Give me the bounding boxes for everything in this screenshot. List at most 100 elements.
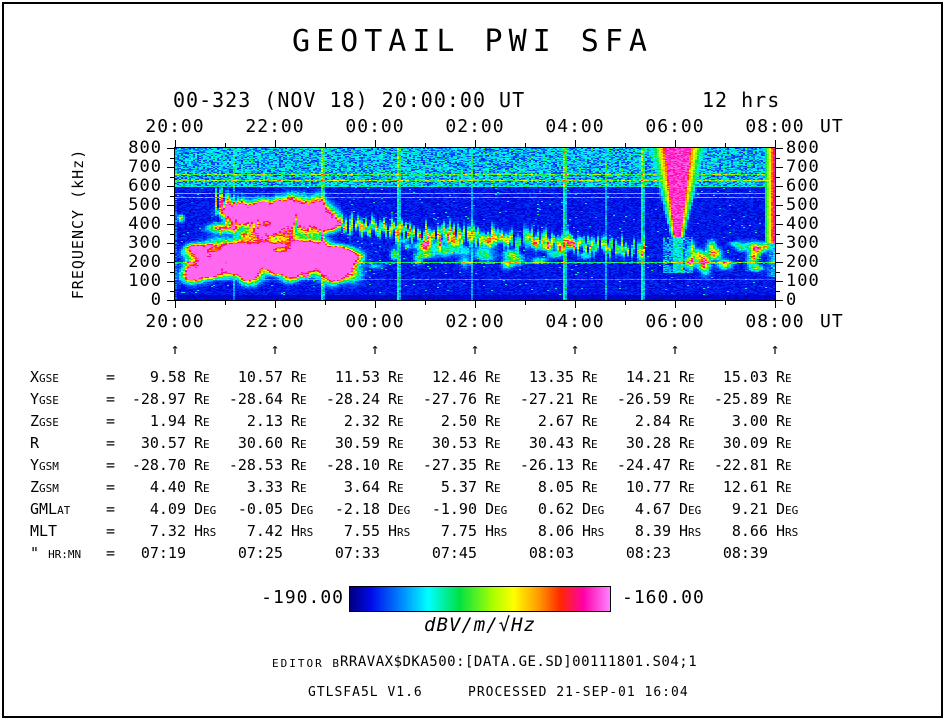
value-cell: -22.81 RE	[705, 454, 802, 478]
freq-tick-label-right: 600	[786, 176, 820, 196]
equals-sign: =	[105, 456, 115, 474]
equals-sign: =	[105, 368, 115, 386]
colorbar-gradient	[350, 587, 610, 611]
parameter-value: 30.28	[625, 434, 671, 452]
frequency-axis-title: FREQUENCY (kHz)	[69, 148, 87, 300]
ephemeris-row: " HR:MN = 07:19 07:25 07:33 07:45 08:03 08:23 08…	[30, 542, 802, 564]
time-tick-mark	[325, 143, 326, 147]
parameter-name: YGSE	[30, 390, 59, 408]
parameter-value: 7.42	[246, 522, 283, 540]
parameter-unit: RE	[291, 368, 307, 386]
value-cell: 9.58 RE	[123, 366, 220, 390]
parameter-unit: RE	[194, 478, 210, 496]
value-cell: 2.50 RE	[414, 410, 511, 434]
time-marker-arrow: ↑	[770, 340, 780, 358]
freq-tick-mark	[776, 214, 780, 216]
parameter-unit: RE	[485, 434, 501, 452]
time-tick-mark	[625, 143, 626, 147]
time-tick-mark	[575, 140, 576, 147]
parameter-value: 10.77	[625, 478, 671, 496]
value-cell: 30.53 RE	[414, 432, 511, 456]
freq-tick-label-right: 200	[786, 252, 820, 272]
time-tick-mark	[725, 143, 726, 147]
freq-tick-mark	[170, 157, 174, 159]
time-tick-label-bottom: 22:00	[245, 311, 305, 332]
value-cell: 7.55 HRS	[317, 520, 414, 544]
value-cell: 7.75 HRS	[414, 520, 511, 544]
freq-tick-mark	[776, 281, 783, 282]
time-tick-label-top: 20:00	[145, 116, 205, 137]
value-cell: 2.67 RE	[511, 410, 608, 434]
parameter-unit: RE	[679, 390, 695, 408]
freq-tick-label-right: 100	[786, 271, 820, 291]
value-cell: -26.13 RE	[511, 454, 608, 478]
parameter-unit: RE	[388, 368, 404, 386]
time-marker-arrow: ↑	[370, 340, 380, 358]
parameter-unit: RE	[291, 434, 307, 452]
value-cell: 07:25	[220, 542, 317, 566]
parameter-name: ZGSM	[30, 478, 59, 496]
time-tick-mark	[575, 301, 576, 308]
freq-tick-label-right: 500	[786, 195, 820, 215]
time-tick-mark	[525, 301, 526, 305]
value-cell: -28.24 RE	[317, 388, 414, 412]
time-tick-label-bottom: 02:00	[445, 311, 505, 332]
parameter-value: 07:33	[334, 544, 380, 562]
time-tick-mark	[175, 140, 176, 147]
time-marker-arrow: ↑	[170, 340, 180, 358]
time-marker-arrow: ↑	[670, 340, 680, 358]
freq-tick-mark	[776, 148, 783, 149]
parameter-unit: DEG	[194, 500, 217, 518]
time-tick-label-top: 04:00	[545, 116, 605, 137]
freq-tick-label-left: 0	[150, 290, 162, 310]
parameter-value: 30.43	[528, 434, 574, 452]
parameter-value: -26.59	[616, 390, 671, 408]
value-cell: 07:45	[414, 542, 511, 566]
freq-tick-label-left: 200	[128, 252, 162, 272]
value-cell: -24.47 RE	[608, 454, 705, 478]
value-cell: -28.64 RE	[220, 388, 317, 412]
value-cell: -25.89 RE	[705, 388, 802, 412]
parameter-value: 2.50	[440, 412, 477, 430]
parameter-unit: HRS	[485, 522, 508, 540]
parameter-value: -22.81	[713, 456, 768, 474]
time-tick-mark	[525, 143, 526, 147]
freq-tick-mark	[170, 214, 174, 216]
data-file-path: RRAVAX$DKA500:[DATA.GE.SD]00111801.S04;1	[340, 654, 698, 670]
freq-tick-mark	[167, 167, 174, 168]
parameter-unit: RE	[485, 478, 501, 496]
parameter-unit: RE	[291, 456, 307, 474]
parameter-unit: RE	[194, 434, 210, 452]
parameter-unit: RE	[679, 434, 695, 452]
parameter-value: 07:45	[431, 544, 477, 562]
ephemeris-row: YGSM = -28.70 RE -28.53 RE -28.10 RE -27.35 RE -26…	[30, 454, 802, 476]
value-cell: 07:33	[317, 542, 414, 566]
time-tick-mark	[675, 301, 676, 308]
freq-tick-mark	[170, 252, 174, 254]
parameter-unit: HRS	[194, 522, 217, 540]
freq-tick-mark	[170, 233, 174, 235]
value-cell: -0.05 DEG	[220, 498, 317, 522]
value-cell: 8.66 HRS	[705, 520, 802, 544]
parameter-value: -24.47	[616, 456, 671, 474]
value-cell: -27.76 RE	[414, 388, 511, 412]
parameter-value: 2.67	[537, 412, 574, 430]
parameter-unit: RE	[485, 456, 501, 474]
value-cell: -26.59 RE	[608, 388, 705, 412]
time-tick-mark	[775, 301, 776, 308]
freq-tick-mark	[167, 300, 174, 301]
duration-label: 12 hrs	[702, 88, 781, 112]
freq-tick-mark	[167, 186, 174, 187]
time-tick-mark	[425, 301, 426, 305]
parameter-value: 12.61	[722, 478, 768, 496]
time-tick-label-top: 06:00	[645, 116, 705, 137]
equals-sign: =	[105, 478, 115, 496]
parameter-unit: RE	[388, 412, 404, 430]
freq-tick-mark	[776, 271, 780, 273]
parameter-unit: RE	[679, 412, 695, 430]
colorbar-units-label: dBV/m/√Hz	[424, 614, 536, 636]
value-cell: 7.32 HRS	[123, 520, 220, 544]
equals-sign: =	[105, 522, 115, 540]
freq-tick-mark	[776, 262, 783, 263]
time-tick-mark	[225, 301, 226, 305]
